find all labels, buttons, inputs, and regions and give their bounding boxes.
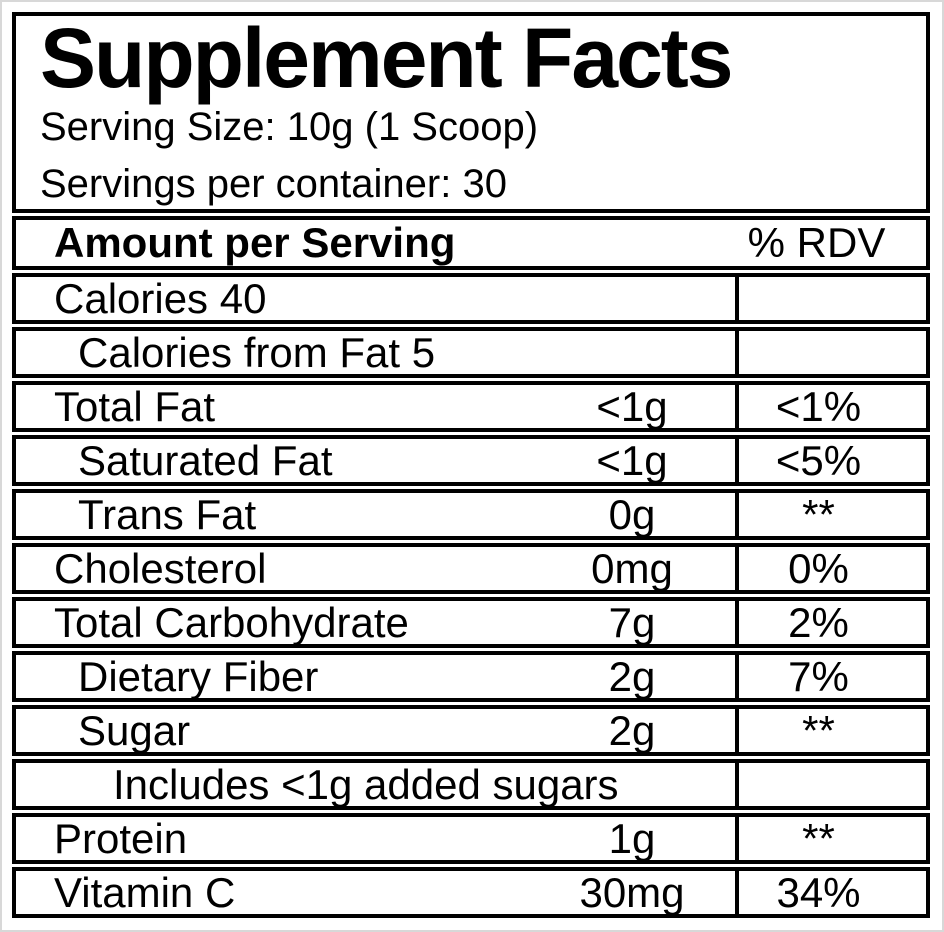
nutrient-amount: 2g [608, 652, 656, 700]
table-row: Dietary Fiber 2g 7% [12, 651, 930, 702]
rdv-cell [735, 277, 926, 320]
nutrient-name: Calories 40 [54, 274, 267, 322]
rdv-cell: 7% [735, 653, 926, 700]
amount-per-serving-header: Amount per Serving [54, 219, 456, 266]
table-row: Calories from Fat 5 [12, 327, 930, 378]
nutrient-amount: 0mg [591, 544, 673, 592]
nutrient-name: Protein [54, 814, 188, 862]
nutrient-cell: Calories from Fat 5 [16, 331, 735, 374]
nutrient-cell: Protein 1g [16, 814, 735, 862]
nutrient-cell: Sugar 2g [16, 706, 735, 754]
nutrient-name: Saturated Fat [78, 436, 333, 484]
rdv-cell: <5% [735, 437, 926, 484]
nutrient-name: Total Carbohydrate [54, 598, 409, 646]
rdv-cell [735, 331, 926, 374]
rdv-cell: ** [735, 491, 926, 538]
rdv-cell: ** [735, 815, 926, 862]
nutrient-amount: 7g [608, 598, 656, 646]
table-row: Trans Fat 0g ** [12, 489, 930, 540]
nutrient-amount: <1g [596, 382, 668, 430]
servings-per-container-text: Servings per container: 30 [40, 162, 507, 206]
nutrient-amount: 0g [608, 490, 656, 538]
table-row: Saturated Fat <1g <5% [12, 435, 930, 486]
nutrient-name: Includes <1g added sugars [113, 760, 619, 808]
nutrient-cell: Vitamin C 30mg [16, 868, 735, 916]
table-header-row: Amount per Serving % RDV [12, 216, 930, 270]
rdv-cell: 34% [735, 869, 926, 916]
nutrient-name: Sugar [78, 706, 191, 754]
nutrient-cell: Cholesterol 0mg [16, 544, 735, 592]
nutrient-cell: Trans Fat 0g [16, 490, 735, 538]
nutrient-cell: Calories 40 [16, 277, 735, 320]
nutrient-name: Cholesterol [54, 544, 267, 592]
nutrient-amount: 30mg [579, 868, 685, 916]
nutrient-cell: Total Carbohydrate 7g [16, 598, 735, 646]
table-row: Includes <1g added sugars [12, 759, 930, 810]
nutrient-name: Dietary Fiber [78, 652, 319, 700]
nutrient-cell: Dietary Fiber 2g [16, 652, 735, 700]
rdv-cell [735, 763, 926, 806]
nutrient-name: Total Fat [54, 382, 216, 430]
nutrient-name: Calories from Fat 5 [78, 328, 436, 376]
table-row: Calories 40 [12, 273, 930, 324]
table-row: Protein 1g ** [12, 813, 930, 864]
rdv-header: % RDV [747, 219, 886, 266]
rdv-cell: ** [735, 707, 926, 754]
table-row: Sugar 2g ** [12, 705, 930, 756]
nutrient-cell: Includes <1g added sugars [16, 763, 735, 806]
rdv-cell: 2% [735, 599, 926, 646]
table-row: Cholesterol 0mg 0% [12, 543, 930, 594]
rdv-cell: 0% [735, 545, 926, 592]
nutrient-cell: Saturated Fat <1g [16, 436, 735, 484]
rdv-cell: <1% [735, 383, 926, 430]
serving-size-text: Serving Size: 10g (1 Scoop) [40, 105, 539, 149]
nutrient-amount: <1g [596, 436, 668, 484]
nutrient-amount: 1g [608, 814, 656, 862]
table-row: Vitamin C 30mg 34% [12, 867, 930, 918]
nutrient-name: Vitamin C [54, 868, 236, 916]
table-row: Total Fat <1g <1% [12, 381, 930, 432]
label-title: Supplement Facts [40, 11, 733, 105]
table-row: Total Carbohydrate 7g 2% [12, 597, 930, 648]
nutrient-amount: 2g [608, 706, 656, 754]
nutrient-name: Trans Fat [78, 490, 257, 538]
nutrient-cell: Total Fat <1g [16, 382, 735, 430]
label-intro-box: Supplement Facts Serving Size: 10g (1 Sc… [12, 12, 930, 213]
supplement-facts-panel: Supplement Facts Serving Size: 10g (1 Sc… [12, 12, 930, 918]
